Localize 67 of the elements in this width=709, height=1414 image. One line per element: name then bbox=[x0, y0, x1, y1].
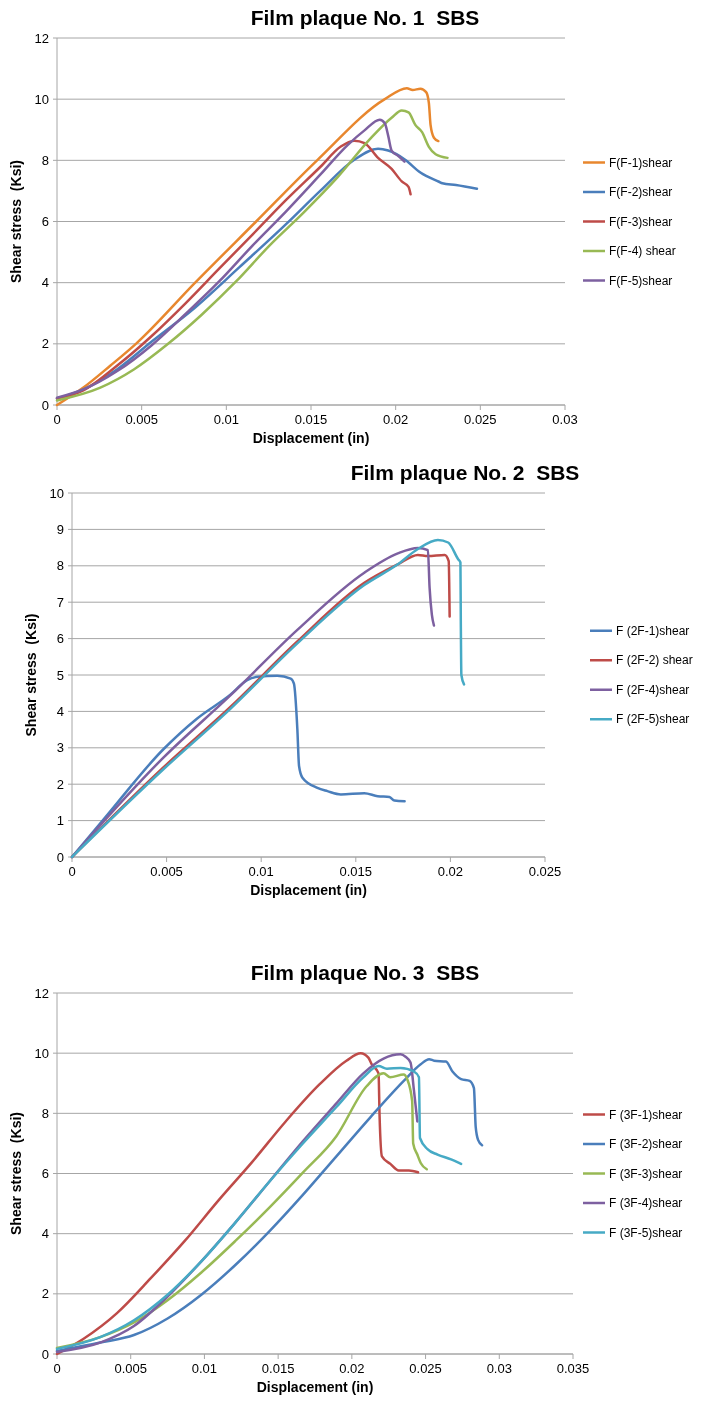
y-tick-label: 2 bbox=[56, 776, 64, 792]
x-tick-label: 0.015 bbox=[339, 864, 373, 879]
legend-label: F (2F-2) shear bbox=[616, 653, 693, 668]
y-tick-label: 8 bbox=[56, 558, 64, 574]
legend-label: F (3F-4)shear bbox=[609, 1196, 683, 1211]
y-tick-label: 5 bbox=[56, 667, 64, 683]
y-tick-label: 1 bbox=[56, 813, 64, 829]
y-tick-label: 9 bbox=[56, 521, 64, 537]
y-tick-label: 7 bbox=[56, 594, 64, 610]
y-tick-label: 4 bbox=[41, 1226, 49, 1242]
legend-label: F (3F-1)shear bbox=[609, 1107, 683, 1122]
y-axis-title: Shear stress (Ksi) bbox=[8, 1112, 24, 1235]
legend-label: F (2F-5)shear bbox=[616, 712, 690, 727]
legend-label: F(F-3)shear bbox=[609, 214, 673, 229]
x-axis-title: Displacement (in) bbox=[252, 430, 370, 446]
y-axis-title: Shear stress (Ksi) bbox=[8, 160, 24, 283]
x-tick-label: 0.005 bbox=[114, 1361, 147, 1376]
x-axis-title: Displacement (in) bbox=[256, 1379, 374, 1395]
x-tick-label: 0.025 bbox=[409, 1361, 442, 1376]
y-tick-label: 0 bbox=[41, 397, 49, 413]
y-tick-label: 6 bbox=[41, 1166, 49, 1182]
x-tick-label: 0.015 bbox=[294, 412, 328, 427]
legend-label: F(F-2)shear bbox=[609, 185, 673, 200]
x-tick-label: 0.02 bbox=[339, 1361, 365, 1376]
x-tick-label: 0.03 bbox=[486, 1361, 512, 1376]
x-tick-label: 0.01 bbox=[248, 864, 274, 879]
x-tick-label: 0.01 bbox=[213, 412, 239, 427]
x-tick-label: 0.025 bbox=[528, 864, 562, 879]
y-tick-label: 12 bbox=[34, 985, 49, 1001]
legend-label: F (3F-5)shear bbox=[609, 1225, 683, 1240]
y-tick-label: 2 bbox=[41, 336, 49, 352]
y-tick-label: 6 bbox=[41, 214, 49, 230]
y-tick-label: 10 bbox=[34, 91, 49, 107]
chart-title: Film plaque No. 1 SBS bbox=[250, 6, 480, 29]
y-tick-label: 4 bbox=[56, 703, 64, 719]
x-tick-label: 0.035 bbox=[556, 1361, 590, 1376]
y-tick-label: 10 bbox=[49, 485, 64, 501]
legend-label: F (2F-4)shear bbox=[616, 682, 690, 697]
chart-title: Film plaque No. 3 SBS bbox=[250, 961, 480, 984]
y-tick-label: 0 bbox=[41, 1346, 49, 1362]
legend-label: F(F-1)shear bbox=[609, 155, 673, 170]
y-tick-label: 12 bbox=[34, 30, 49, 46]
x-axis-title: Displacement (in) bbox=[250, 882, 367, 898]
x-tick-label: 0.02 bbox=[437, 864, 464, 879]
y-tick-label: 10 bbox=[34, 1045, 49, 1061]
y-axis-title: Shear stress (Ksi) bbox=[23, 613, 39, 737]
x-tick-label: 0.025 bbox=[464, 412, 497, 427]
legend-label: F (3F-2)shear bbox=[609, 1137, 683, 1152]
y-tick-label: 0 bbox=[56, 849, 64, 865]
x-tick-label: 0.03 bbox=[552, 412, 578, 427]
x-tick-label: 0.005 bbox=[150, 864, 183, 879]
legend-label: F(F-4) shear bbox=[609, 244, 676, 259]
legend-label: F (2F-1)shear bbox=[616, 623, 690, 638]
y-tick-label: 6 bbox=[56, 631, 64, 647]
x-tick-label: 0.015 bbox=[261, 1361, 295, 1376]
y-tick-label: 4 bbox=[41, 275, 49, 291]
y-tick-label: 8 bbox=[41, 1105, 49, 1121]
legend-label: F (3F-3)shear bbox=[609, 1166, 683, 1181]
x-tick-label: 0 bbox=[68, 864, 76, 879]
chart-title: Film plaque No. 2 SBS bbox=[350, 461, 580, 484]
x-tick-label: 0.005 bbox=[125, 412, 158, 427]
legend-label: F(F-5)shear bbox=[609, 273, 673, 288]
y-tick-label: 2 bbox=[41, 1286, 49, 1302]
y-tick-label: 3 bbox=[56, 740, 64, 756]
x-tick-label: 0.01 bbox=[191, 1361, 218, 1376]
x-tick-label: 0.02 bbox=[383, 412, 409, 427]
y-tick-label: 8 bbox=[41, 152, 49, 168]
